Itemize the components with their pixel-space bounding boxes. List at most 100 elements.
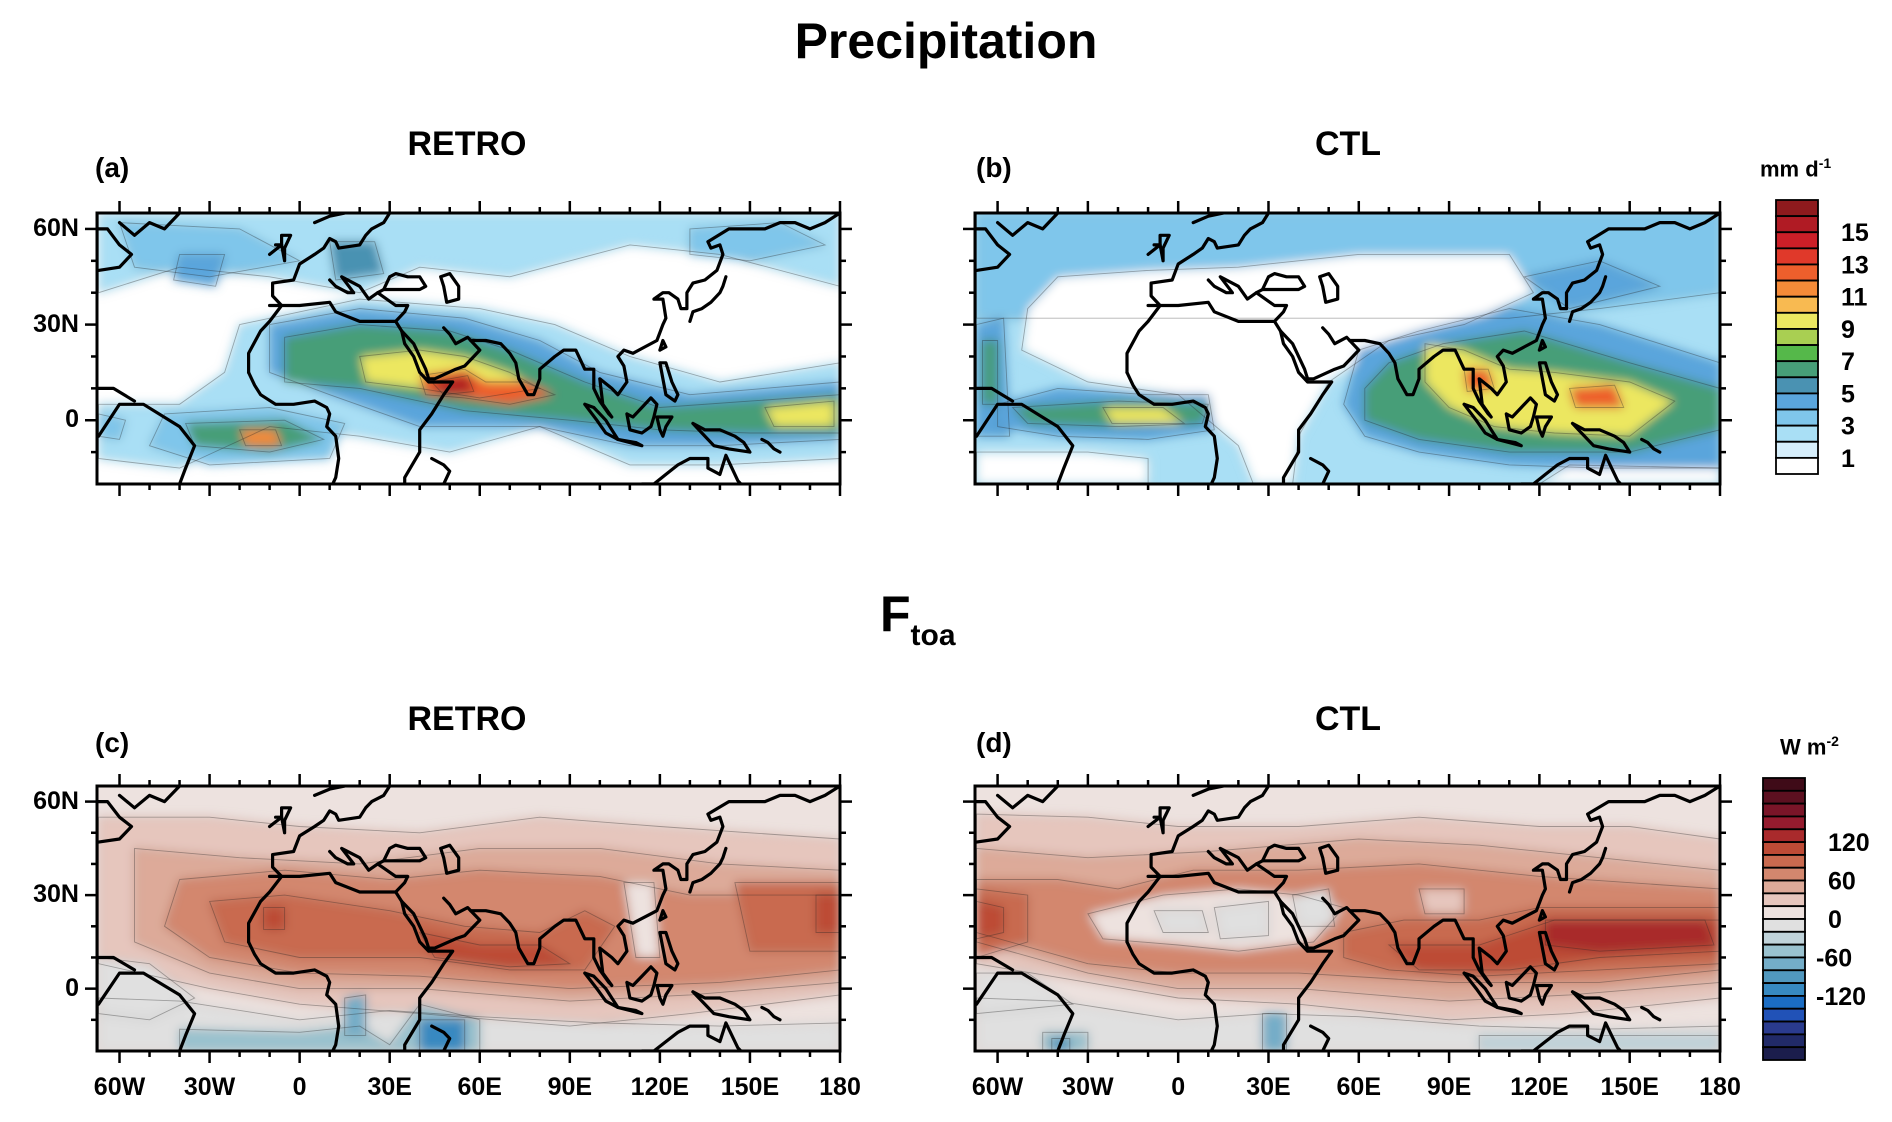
- coastline: [1260, 843, 1307, 863]
- coastline: [658, 930, 680, 972]
- colorbar-swatch: [1775, 360, 1819, 379]
- colorbar-label: 15: [1841, 219, 1869, 247]
- field-contour-region: [1153, 910, 1209, 933]
- y-tick-label: 60N: [33, 213, 79, 242]
- contour-line: [976, 813, 1720, 1021]
- contour-line: [430, 375, 475, 396]
- coastline: [97, 227, 134, 273]
- x-tick-label: 120E: [630, 1073, 690, 1101]
- field-contour-region: [1102, 407, 1186, 424]
- contour-line: [163, 869, 840, 990]
- colorbar-swatch: [1762, 828, 1806, 843]
- coastline: [430, 1024, 452, 1051]
- coastline: [1146, 213, 1271, 308]
- field-contour-region: [179, 1003, 481, 1051]
- colorbar-label: 120: [1828, 829, 1870, 857]
- coastline: [1260, 271, 1307, 292]
- y-tick-label: 30N: [33, 880, 79, 909]
- x-tick-label: 150E: [1600, 1073, 1659, 1101]
- coastline: [247, 287, 410, 374]
- contour-line: [98, 816, 840, 1027]
- coastline: [1272, 890, 1334, 1051]
- colorbar-label: 9: [1841, 316, 1855, 344]
- y-tick-label: 0: [65, 973, 79, 1002]
- field-contour-region: [734, 882, 840, 952]
- coastline: [400, 899, 431, 950]
- map-panel-b: [963, 201, 1732, 496]
- precip-unit-sup: -1: [1818, 155, 1832, 171]
- coastline: [1125, 370, 1219, 484]
- coastline: [996, 786, 1060, 810]
- coastline: [97, 800, 134, 844]
- colorbar-swatch: [1775, 328, 1819, 346]
- coastline: [247, 940, 341, 1051]
- coastline: [1306, 896, 1361, 950]
- field-contour-region: [1213, 900, 1269, 940]
- y-tick-label: 30N: [33, 309, 79, 338]
- colorbar-swatch: [1762, 854, 1806, 869]
- field-contour-region: [239, 429, 283, 447]
- map-frame: [95, 784, 842, 1053]
- contour-line: [1011, 400, 1209, 428]
- field-contour-region: [1568, 384, 1625, 408]
- coastline: [1278, 329, 1310, 381]
- colorbar-label: -60: [1816, 944, 1852, 972]
- colorbar-swatch: [1775, 199, 1819, 218]
- coastline: [975, 971, 1075, 1051]
- coastline: [1537, 361, 1560, 403]
- coastline: [1146, 243, 1162, 257]
- field-contour-region: [418, 931, 572, 968]
- contour-line: [173, 253, 226, 287]
- coastline: [1495, 1005, 1523, 1016]
- field-contour-region: [329, 241, 385, 281]
- coastline: [975, 386, 1015, 403]
- contour-line: [764, 400, 835, 428]
- coastline: [688, 846, 728, 894]
- field-contour-region: [430, 375, 475, 396]
- coastline: [1640, 437, 1662, 454]
- coastline: [268, 786, 392, 879]
- colorbar-swatch: [1762, 1020, 1806, 1036]
- field-contour-region: [982, 340, 999, 405]
- coastline: [1570, 421, 1632, 454]
- contour-line: [1153, 910, 1209, 933]
- coastline: [1537, 909, 1548, 922]
- contour-line: [1568, 384, 1625, 408]
- contour-line: [1292, 888, 1336, 927]
- colorbar-swatch: [1775, 440, 1819, 459]
- x-tick-label: 120E: [1510, 1073, 1569, 1101]
- colorbar-swatch: [1762, 943, 1806, 959]
- coastline: [1537, 338, 1548, 352]
- coastline: [1146, 815, 1162, 829]
- coastline: [975, 800, 1012, 844]
- ftoa-unit-main: W m: [1780, 734, 1827, 760]
- contour-line: [1478, 1034, 1720, 1051]
- coastline: [1318, 271, 1340, 304]
- map-panel-a: [85, 201, 852, 496]
- contour-line: [1544, 919, 1715, 952]
- colorbar-swatch: [1762, 777, 1806, 792]
- colorbar-label: 5: [1841, 380, 1855, 408]
- contour-line: [329, 241, 385, 281]
- coastline: [583, 402, 620, 441]
- coastline: [975, 227, 1012, 273]
- colorbar-swatch: [1775, 247, 1819, 266]
- ftoa-colorbar-unit: W m-2: [1780, 733, 1839, 760]
- contour-line: [148, 407, 346, 466]
- colorbar-swatch: [1775, 344, 1819, 363]
- contour-line: [134, 847, 840, 1002]
- colorbar-label: 3: [1841, 413, 1855, 441]
- coastline: [1206, 846, 1258, 872]
- contour-line: [1364, 330, 1720, 453]
- colorbar-label: 13: [1841, 251, 1869, 279]
- coastline: [1306, 326, 1361, 381]
- coastline: [97, 955, 137, 972]
- x-tick-label: 60E: [457, 1073, 502, 1101]
- coastline: [328, 275, 380, 301]
- map-frame: [973, 784, 1722, 1053]
- contour-line: [1343, 308, 1720, 469]
- coastline: [1206, 275, 1258, 301]
- colorbar-swatch: [1775, 408, 1819, 427]
- colorbar-swatch: [1775, 424, 1819, 443]
- contour-line: [1538, 464, 1720, 484]
